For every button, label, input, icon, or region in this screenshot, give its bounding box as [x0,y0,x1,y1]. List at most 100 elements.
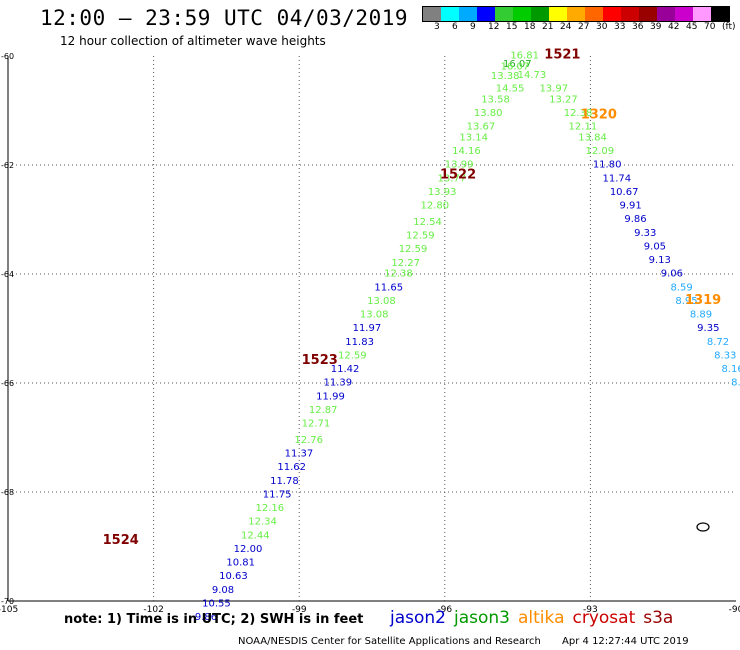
colorbar-tick: 15 [506,22,518,32]
colorbar-swatch [495,7,513,21]
colorbar-tick: 3 [434,22,440,32]
wave-height-label: 14.16 [452,146,481,157]
wave-height-label: 13.14 [459,132,488,143]
lon-tick-label: -102 [143,605,163,615]
wave-height-label: 13.80 [474,108,503,119]
wave-height-label: 12.16 [256,503,285,514]
colorbar [422,6,730,22]
wave-height-label: 9.08 [212,585,234,596]
wave-height-label: 16.07 [503,59,532,70]
wave-height-label: 9.91 [620,201,642,212]
pass-number-label: 1522 [440,168,476,183]
wave-height-label: 16.81 [510,51,539,62]
colorbar-swatch [711,7,729,21]
wave-height-label: 11.83 [345,337,374,348]
legend-s3a: s3a [643,608,674,628]
colorbar-tick: 9 [470,22,476,32]
colorbar-tick: 33 [614,22,626,32]
units-note: note: 1) Time is in UTC; 2) SWH is in fe… [64,612,364,627]
wave-height-label: 11.65 [374,282,403,293]
wave-height-label: 11.37 [285,449,314,460]
lat-tick-label: -68 [1,488,14,497]
wave-height-label: 10.81 [226,558,255,569]
colorbar-tick: 27 [578,22,590,32]
colorbar-swatch [675,7,693,21]
satellite-legend: jason2 jason3 altika cryosat s3a [390,608,673,628]
lon-tick-label: -99 [292,605,307,615]
wave-height-label: 9.13 [649,255,671,266]
lat-tick-label: -62 [1,161,14,170]
legend-jason2: jason2 [390,608,446,628]
colorbar-tick: 12 [488,22,500,32]
wave-height-label: 13.08 [360,310,389,321]
wave-height-label: 12.34 [248,517,277,528]
wave-height-label: 14.73 [518,70,547,81]
colorbar-ticks: 3 6 9 12 15 18 21 24 27 30 33 36 39 42 45 70 (ft) [422,22,740,34]
wave-height-label: 13.99 [445,160,474,171]
wave-height-label: 12.38 [384,269,413,280]
wave-height-label: 12.38 [564,108,593,119]
footer-agency: NOAA/NESDIS Center for Satellite Applica… [238,636,541,647]
wave-height-label: 9.05 [644,241,666,252]
wave-height-label: 11.39 [323,378,352,389]
colorbar-swatch [657,7,675,21]
colorbar-swatch [621,7,639,21]
wave-height-label: 13.84 [578,132,607,143]
wave-height-label: 12.80 [421,201,450,212]
wave-height-label: 13.67 [467,122,496,133]
wave-height-label: 13.38 [491,71,520,82]
footer: NOAA/NESDIS Center for Satellite Applica… [238,636,689,647]
colorbar-swatch [513,7,531,21]
wave-height-label: 12.27 [391,258,420,269]
legend-altika: altika [518,608,565,628]
colorbar-swatch [531,7,549,21]
wave-height-label: 9.86 [624,214,646,225]
pass-number-label: 1521 [544,48,580,63]
colorbar-tick: 39 [650,22,662,32]
colorbar-tick: 45 [686,22,698,32]
colorbar-swatch [441,7,459,21]
lon-tick-label: -105 [0,605,18,615]
wave-height-label: 12.44 [241,530,270,541]
wave-height-label: 9.06 [661,269,683,280]
colorbar-tick: 18 [524,22,536,32]
wave-height-label: 12.00 [234,544,263,555]
wave-height-label: 11.80 [593,160,622,171]
colorbar-tick: 6 [452,22,458,32]
colorbar-tick: 42 [668,22,680,32]
colorbar-swatch [549,7,567,21]
colorbar-swatch [693,7,711,21]
wave-height-label: 10.55 [202,598,231,609]
wave-height-label: 10.63 [219,571,248,582]
wave-height-label: 9.86 [195,612,217,623]
wave-height-label: 14.55 [496,83,525,94]
island-outline [696,522,710,532]
wave-height-label: 10.67 [610,187,639,198]
wave-height-label: 12.54 [413,217,442,228]
colorbar-swatch [603,7,621,21]
wave-height-label: 8.16 [721,364,740,375]
wave-height-label: 8.89 [690,310,712,321]
wave-height-label: 8.95 [675,296,697,307]
page-subtitle: 12 hour collection of altimeter wave hei… [60,34,326,48]
lon-tick-label: -93 [583,605,598,615]
pass-number-label: 1320 [581,108,617,123]
lat-tick-label: -66 [1,379,14,388]
pass-number-label: 1319 [685,293,721,308]
wave-height-label: 13.27 [549,94,578,105]
colorbar-tick: (ft) [722,22,736,32]
lat-tick-label: -70 [1,597,14,606]
wave-height-label: 11.97 [353,323,382,334]
wave-height-label: 12.11 [569,122,598,133]
colorbar-swatch [459,7,477,21]
colorbar-tick: 24 [560,22,572,32]
wave-height-label: 13.97 [539,83,568,94]
wave-height-label: 8.59 [670,282,692,293]
wave-height-label: 8.72 [707,337,729,348]
colorbar-swatch [585,7,603,21]
page-title: 12:00 – 23:59 UTC 04/03/2019 [40,6,409,30]
wave-height-label: 12.59 [338,350,367,361]
wave-height-label: 12.59 [399,244,428,255]
colorbar-swatch [639,7,657,21]
wave-height-label: 12.87 [309,405,338,416]
